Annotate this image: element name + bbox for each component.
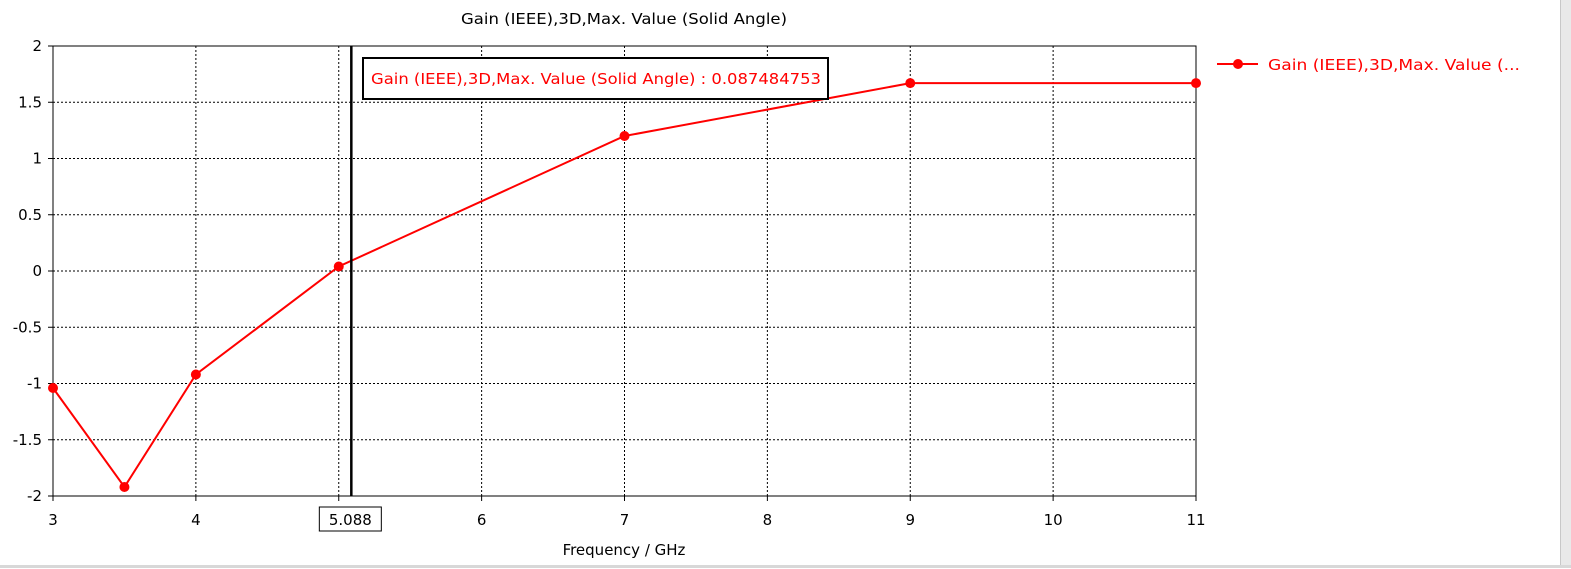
y-tick-label: -1.5 <box>13 431 42 449</box>
window-bottom-edge <box>0 565 1571 568</box>
y-tick-label: 1.5 <box>18 93 42 111</box>
data-point[interactable] <box>1191 78 1201 89</box>
grid-lines <box>48 45 1197 501</box>
legend[interactable]: Gain (IEEE),3D,Max. Value (... <box>1217 56 1520 74</box>
series-layer <box>48 78 1201 492</box>
x-tick-label: 8 <box>763 511 773 529</box>
legend-series-marker <box>1233 59 1243 69</box>
window-right-edge <box>1560 0 1571 568</box>
marker-x-label: 5.088 <box>329 511 372 529</box>
x-tick-label: 10 <box>1044 511 1063 529</box>
data-point[interactable] <box>48 383 58 393</box>
marker-x-label-box <box>318 506 382 532</box>
x-tick-label: 6 <box>477 511 487 529</box>
x-tick-label: 7 <box>620 511 630 529</box>
data-point[interactable] <box>333 261 344 272</box>
data-point[interactable] <box>905 78 916 89</box>
x-tick-label: 4 <box>191 511 201 529</box>
y-tick-label: -2 <box>27 487 42 505</box>
x-tick-label: 11 <box>1186 511 1205 529</box>
x-axis-tick-labels: 3 4 6 7 8 9 10 11 <box>48 511 1205 529</box>
data-point[interactable] <box>119 482 130 492</box>
data-point[interactable] <box>619 131 630 141</box>
x-tick-label: 9 <box>905 511 915 529</box>
y-axis-tick-labels: 2 1.5 1 0.5 0 -0.5 -1 -1.5 -2 <box>13 37 42 505</box>
chart-title: Gain (IEEE),3D,Max. Value (Solid Angle) <box>461 10 787 28</box>
y-tick-label: 2 <box>32 37 42 55</box>
x-axis-label: Frequency / GHz <box>563 541 686 559</box>
y-tick-label: -0.5 <box>13 318 42 336</box>
marker-value-tooltip: Gain (IEEE),3D,Max. Value (Solid Angle) … <box>371 70 821 88</box>
y-tick-label: 0.5 <box>18 206 42 224</box>
y-tick-label: -1 <box>27 375 42 393</box>
data-point[interactable] <box>190 369 201 380</box>
marker-value-tooltip-box <box>362 57 829 100</box>
y-tick-label: 1 <box>32 150 42 168</box>
legend-series-label: Gain (IEEE),3D,Max. Value (... <box>1268 56 1520 74</box>
x-tick-label: 3 <box>48 511 58 529</box>
y-tick-label: 0 <box>32 262 42 280</box>
